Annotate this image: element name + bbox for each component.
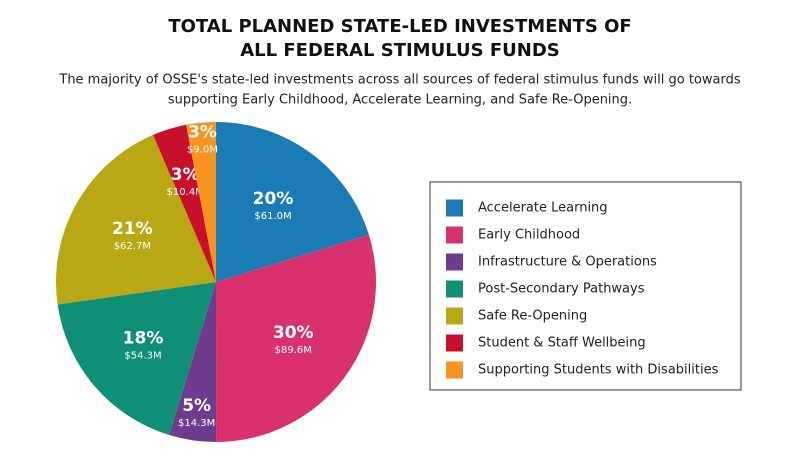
legend-label: Supporting Students with Disabilities (478, 363, 719, 378)
value-label: $89.6M (275, 345, 312, 356)
chart-subtitle: supporting Early Childhood, Accelerate L… (168, 93, 632, 108)
value-label: $61.0M (254, 211, 291, 222)
legend-box (429, 181, 742, 391)
legend-swatch (446, 226, 463, 244)
chart-title: TOTAL PLANNED STATE-LED INVESTMENTS OF (168, 16, 631, 37)
legend-swatch (446, 361, 463, 379)
legend-label: Student & Staff Wellbeing (478, 336, 646, 351)
pie-slice (56, 134, 216, 305)
value-label: $14.3M (178, 418, 215, 429)
pie-slice (216, 122, 369, 282)
legend-swatch (446, 280, 463, 298)
legend-label: Accelerate Learning (478, 201, 608, 216)
pie-slice (169, 282, 217, 442)
percent-label: 3% (188, 123, 217, 143)
chart-title: ALL FEDERAL STIMULUS FUNDS (240, 40, 560, 61)
legend-swatch (446, 334, 463, 352)
value-label: $62.7M (114, 241, 151, 252)
percent-label: 30% (273, 323, 314, 343)
percent-label: 21% (112, 219, 153, 239)
value-label: $54.3M (124, 350, 161, 361)
legend-swatch (446, 307, 463, 325)
chart-subtitle: The majority of OSSE's state-led investm… (58, 73, 740, 88)
percent-label: 5% (182, 396, 211, 416)
value-label: $9.0M (187, 145, 218, 156)
legend-label: Early Childhood (478, 228, 580, 243)
percent-label: 3% (171, 165, 200, 185)
pie-slice (216, 234, 376, 442)
legend-label: Infrastructure & Operations (478, 255, 657, 270)
percent-label: 20% (253, 189, 294, 209)
legend-label: Safe Re-Opening (478, 309, 587, 324)
pie-slice (153, 124, 216, 282)
percent-label: 18% (123, 328, 164, 348)
legend-swatch (446, 199, 463, 217)
legend-label: Post-Secondary Pathways (478, 282, 645, 297)
value-label: $10.4M (167, 187, 204, 198)
legend-swatch (446, 253, 463, 271)
pie-slice (186, 122, 216, 282)
pie-slice (57, 282, 216, 435)
